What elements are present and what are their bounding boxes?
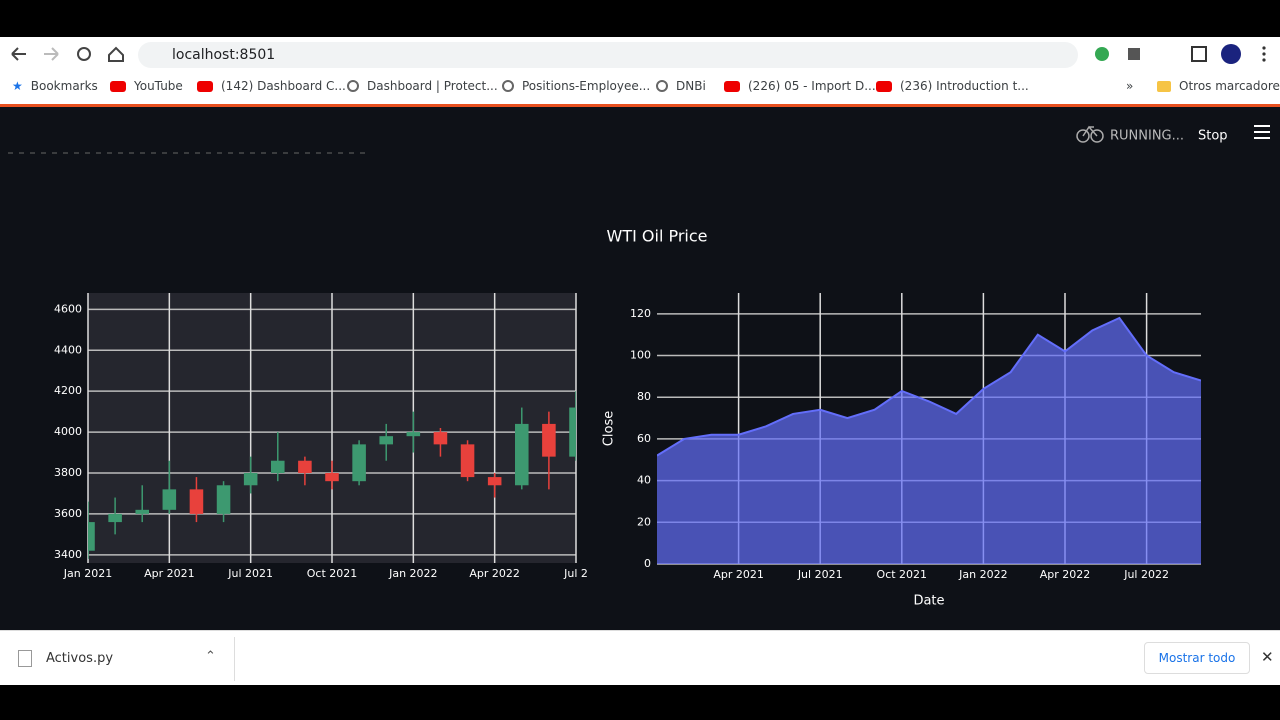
app: RUNNING... Stop WTI Oil Price 3400 3600 38… bbox=[0, 107, 1280, 630]
y-tick-label: 120 bbox=[630, 307, 651, 320]
y-tick-label: 3400 bbox=[54, 548, 82, 561]
y-tick-label: 3800 bbox=[54, 466, 82, 479]
bookmark-label[interactable]: DNBi bbox=[676, 79, 706, 93]
candle-body bbox=[433, 432, 448, 445]
candle-body bbox=[162, 489, 177, 510]
bookmark-label[interactable]: YouTube bbox=[134, 79, 183, 93]
candle-body bbox=[406, 432, 421, 437]
candle-body bbox=[88, 522, 95, 551]
chart-title: WTI Oil Price bbox=[607, 227, 708, 246]
x-tick-label: Jan 2022 bbox=[388, 567, 437, 580]
candle-body bbox=[298, 460, 312, 473]
candle-body bbox=[542, 423, 556, 457]
candle-body bbox=[243, 473, 258, 486]
series bbox=[88, 391, 576, 559]
x-tick-label: Oct 2021 bbox=[307, 567, 358, 580]
bookmark[interactable]: DNBi bbox=[656, 79, 706, 93]
show-all-button[interactable]: Mostrar todo bbox=[1144, 642, 1250, 674]
nav-buttons[interactable] bbox=[8, 44, 128, 64]
y-tick-label: 4400 bbox=[54, 343, 82, 356]
y-tick-label: 4600 bbox=[54, 302, 82, 315]
download-menu[interactable]: ⌃ bbox=[205, 649, 216, 664]
bookmark-label[interactable]: Bookmarks bbox=[30, 79, 98, 93]
x-tick-label: Apr 2021 bbox=[144, 567, 195, 580]
candle-body bbox=[352, 444, 366, 482]
y-tick-label: 3600 bbox=[54, 507, 82, 520]
x-tick-label: Jan 2021 bbox=[63, 567, 112, 580]
y-tick-label: 60 bbox=[637, 432, 651, 445]
running-icon bbox=[1076, 125, 1104, 143]
file-icon bbox=[18, 650, 32, 667]
x-tick-label: Apr 2022 bbox=[1040, 568, 1091, 581]
candle-body bbox=[515, 423, 529, 486]
bookmark[interactable]: ★ Bookmarks bbox=[12, 79, 98, 93]
candle-body bbox=[569, 407, 576, 457]
y-tick-label: 80 bbox=[637, 390, 651, 403]
x-axis-label: Date bbox=[913, 594, 944, 609]
bookmark[interactable]: (226) 05 - Import D... bbox=[724, 79, 876, 93]
x-tick-label: Jul 2021 bbox=[797, 568, 843, 581]
charts: RUNNING... Stop WTI Oil Price 3400 3600 38… bbox=[8, 125, 1270, 609]
x-tick-label: Jan 2022 bbox=[958, 568, 1007, 581]
bookmark-label[interactable]: Dashboard | Protect... bbox=[367, 79, 498, 93]
y-tick-label: 100 bbox=[630, 349, 651, 362]
bookmark[interactable]: Otros marcadores bbox=[1157, 79, 1280, 93]
bookmark[interactable]: (236) Introduction t... bbox=[876, 79, 1029, 93]
bookmark[interactable]: YouTube bbox=[110, 79, 183, 93]
bookmark[interactable]: Dashboard | Protect... bbox=[347, 79, 498, 93]
candle-body bbox=[135, 509, 149, 514]
area-line bbox=[657, 316, 1201, 457]
y-tick-label: 20 bbox=[637, 515, 651, 528]
download-file[interactable]: Activos.py bbox=[46, 651, 114, 666]
y-tick-label: 0 bbox=[644, 557, 651, 570]
candle-body bbox=[271, 460, 285, 473]
bookmark[interactable]: Positions-Employee... bbox=[502, 79, 650, 93]
series bbox=[657, 316, 1201, 564]
candle-body bbox=[216, 485, 231, 514]
close-button[interactable]: ✕ bbox=[1261, 648, 1274, 666]
candle-body bbox=[379, 436, 393, 445]
url[interactable]: localhost:8501 bbox=[172, 47, 276, 63]
x-tick-label: Apr 2021 bbox=[713, 568, 764, 581]
candle-body bbox=[487, 477, 502, 486]
candle-body bbox=[460, 444, 475, 478]
bookmark-label[interactable]: (236) Introduction t... bbox=[900, 79, 1029, 93]
download-bar: Activos.py ⌃ Mostrar todo ✕ bbox=[0, 630, 1280, 685]
divider bbox=[234, 637, 235, 681]
y-tick-label: 4200 bbox=[54, 384, 82, 397]
x-tick-label: Apr 2022 bbox=[469, 567, 520, 580]
bookmark-label[interactable]: Otros marcadores bbox=[1179, 79, 1280, 93]
more-bookmarks[interactable]: » bbox=[1126, 79, 1134, 93]
x-tick-label: Jul 2 bbox=[563, 567, 588, 580]
browser-toolbar: localhost:8501 bbox=[0, 37, 1280, 71]
toolbar-icons[interactable] bbox=[1020, 44, 1280, 64]
bookmarks-bar: ★ Bookmarks YouTube (142) Dashboard C... … bbox=[0, 71, 1280, 107]
candle-body bbox=[325, 473, 339, 482]
status: RUNNING... bbox=[1110, 129, 1184, 144]
bookmark[interactable]: (142) Dashboard C... bbox=[197, 79, 346, 93]
menu-button[interactable] bbox=[1254, 125, 1270, 139]
y-tick-label: 40 bbox=[637, 474, 651, 487]
stop-button[interactable]: Stop bbox=[1198, 129, 1228, 144]
bookmark-label[interactable]: (226) 05 - Import D... bbox=[748, 79, 876, 93]
area-fill bbox=[657, 318, 1201, 564]
x-tick-label: Jul 2022 bbox=[1123, 568, 1169, 581]
candle-body bbox=[189, 489, 204, 514]
y-axis-label: Close bbox=[602, 411, 617, 446]
y-tick-label: 4000 bbox=[54, 425, 82, 438]
x-tick-label: Oct 2021 bbox=[877, 568, 928, 581]
address-bar[interactable]: localhost:8501 bbox=[138, 42, 1078, 68]
x-tick-label: Jul 2021 bbox=[227, 567, 273, 580]
bookmark-label[interactable]: Positions-Employee... bbox=[522, 79, 651, 93]
candle-body bbox=[108, 513, 122, 523]
bookmark-label[interactable]: (142) Dashboard C... bbox=[221, 79, 346, 93]
